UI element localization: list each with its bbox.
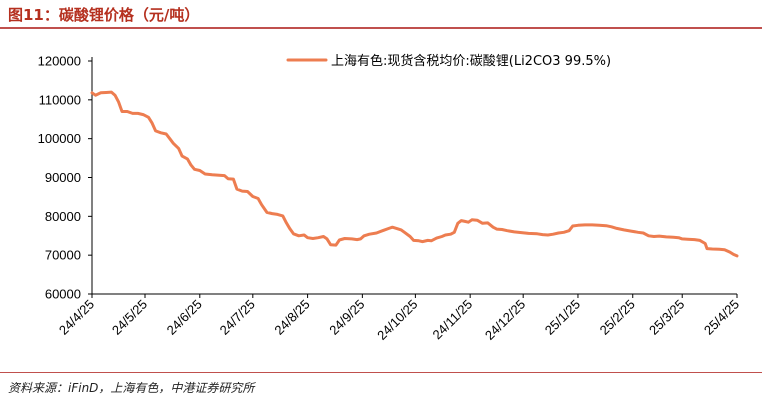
legend: 上海有色:现货含税均价:碳酸锂(Li2CO3 99.5%): [286, 53, 611, 69]
x-tick-label: 25/3/25: [646, 297, 687, 338]
x-tick-label: 24/7/25: [217, 297, 258, 338]
x-tick-label: 24/11/25: [430, 297, 476, 343]
x-axis: 24/4/25 24/5/25 24/6/25 24/7/25 24/8/25 24/9/…: [56, 293, 742, 343]
x-tick-label: 25/2/25: [597, 297, 638, 338]
y-tick-label: 120000: [38, 54, 81, 69]
y-tick-label: 100000: [38, 131, 81, 146]
top-rule: [0, 27, 762, 29]
x-tick-label: 24/4/25: [56, 297, 97, 338]
y-tick-label: 70000: [45, 248, 81, 263]
legend-label: 上海有色:现货含税均价:碳酸锂(Li2CO3 99.5%): [331, 53, 611, 69]
figure-title: 图11：碳酸锂价格（元/吨）: [8, 6, 200, 24]
source-note: 资料来源：iFinD，上海有色，中港证券研究所: [8, 381, 255, 395]
x-tick-label: 24/9/25: [326, 297, 367, 338]
bottom-rule: [0, 372, 762, 373]
y-tick-label: 80000: [45, 209, 81, 224]
line-chart: 60000 70000 80000 90000 100000 110000 120000 2…: [38, 53, 743, 343]
x-tick-label: 24/10/25: [374, 297, 420, 343]
y-tick-label: 110000: [39, 92, 81, 107]
y-tick-label: 60000: [45, 287, 81, 302]
x-tick-label: 25/1/25: [542, 297, 583, 338]
x-tick-label: 24/12/25: [482, 297, 528, 343]
y-axis: 60000 70000 80000 90000 100000 110000 120000: [38, 54, 93, 302]
series-layer: [90, 90, 739, 258]
x-tick-label: 24/6/25: [164, 297, 205, 338]
x-tick-label: 25/4/25: [701, 297, 742, 338]
series-line: [90, 90, 739, 258]
y-tick-label: 90000: [45, 170, 81, 185]
x-tick-label: 24/5/25: [109, 297, 150, 338]
x-tick-label: 24/8/25: [271, 297, 312, 338]
